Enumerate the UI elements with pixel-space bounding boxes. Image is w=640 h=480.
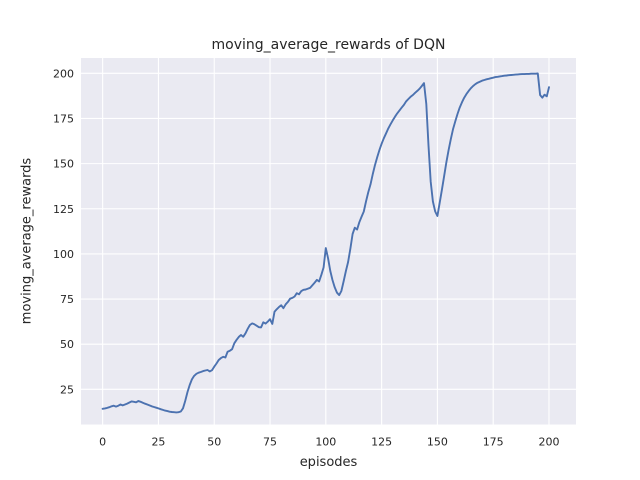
reward-line — [101, 72, 550, 414]
x-tick-label: 0 — [99, 436, 106, 449]
x-tick-label: 175 — [483, 436, 504, 449]
plot-background — [81, 58, 576, 425]
x-axis-label: episodes — [299, 455, 358, 470]
y-tick-label: 75 — [60, 293, 74, 306]
x-tick-label: 25 — [151, 436, 165, 449]
x-tick-label: 75 — [263, 436, 277, 449]
y-tick-label: 175 — [53, 112, 74, 125]
x-tick-label: 150 — [427, 436, 448, 449]
y-tick-label: 150 — [53, 158, 74, 171]
y-tick-label: 25 — [60, 383, 74, 396]
chart-title: moving_average_rewards of DQN — [211, 37, 446, 53]
x-tick-label: 125 — [371, 436, 392, 449]
y-tick-label: 200 — [53, 67, 74, 80]
x-tick-label: 200 — [538, 436, 559, 449]
y-tick-label: 125 — [53, 203, 74, 216]
x-tick-label: 100 — [315, 436, 336, 449]
y-tick-label: 50 — [60, 338, 74, 351]
y-tick-label: 100 — [53, 248, 74, 261]
y-axis-label: moving_average_rewards — [19, 157, 35, 325]
x-tick-label: 50 — [207, 436, 221, 449]
